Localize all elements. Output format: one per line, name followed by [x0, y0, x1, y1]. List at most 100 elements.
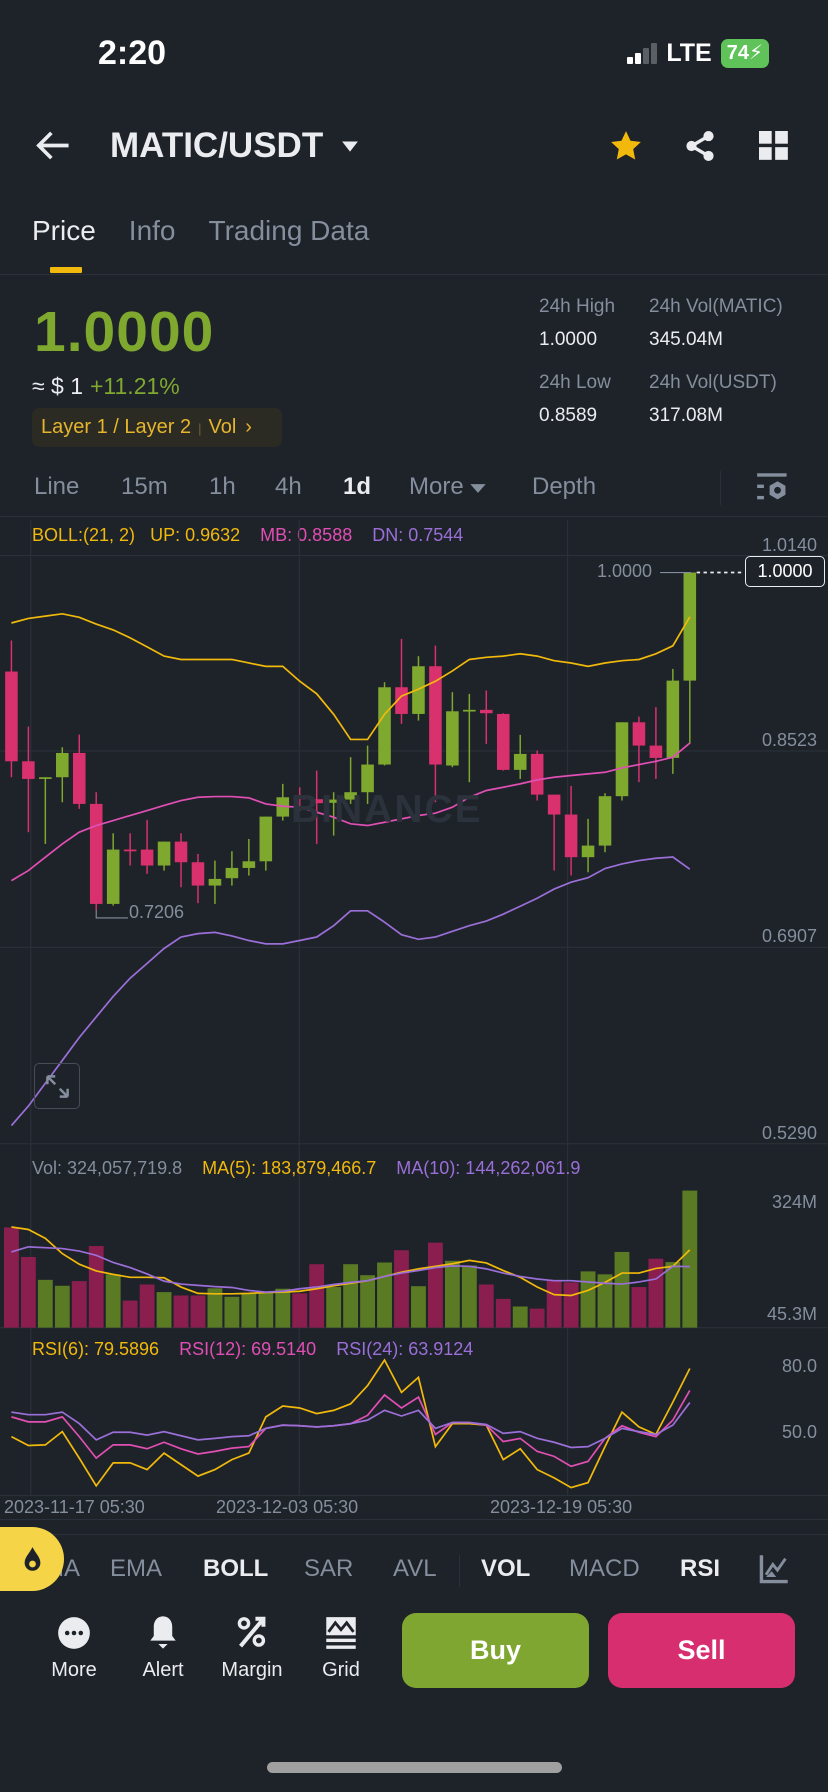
- candle-body: [530, 753, 544, 795]
- tag-vol: Vol: [208, 416, 237, 438]
- candle-body: [632, 722, 646, 746]
- candle-body: [293, 797, 307, 800]
- divider: [720, 471, 721, 505]
- high-marker-label: 1.0000: [597, 561, 653, 581]
- chart-settings-button[interactable]: [756, 471, 790, 510]
- kline-chart[interactable]: [0, 503, 828, 1531]
- boll-mb: MB: 0.8588: [260, 525, 353, 545]
- candle-body: [5, 671, 18, 762]
- divider: [0, 516, 828, 517]
- vol-axis-label: 324M: [771, 1192, 817, 1212]
- pair-selector[interactable]: MATIC/USDT: [110, 126, 359, 166]
- interval-1d[interactable]: 1d: [343, 473, 372, 500]
- indicator-ema[interactable]: EMA: [110, 1555, 163, 1582]
- volume-bar: [258, 1292, 274, 1328]
- stat-24h-vol-usdt-value: 317.08M: [649, 405, 723, 426]
- candle-body: [327, 799, 340, 803]
- usd-equivalent: ≈ $ 1: [32, 373, 83, 399]
- share-button[interactable]: [683, 129, 717, 168]
- volume-bar: [207, 1288, 223, 1328]
- grid-layout-icon: [759, 131, 788, 160]
- candle-body: [513, 753, 527, 770]
- indicator-settings-button[interactable]: [758, 1553, 790, 1590]
- candle-body: [39, 777, 52, 779]
- stat-24h-high-label: 24h High: [539, 296, 616, 317]
- volume-bar: [512, 1306, 528, 1328]
- boll-legend: BOLL:(21, 2) UP: 0.9632 MB: 0.8588 DN: 0…: [32, 525, 463, 546]
- candle-body: [666, 680, 680, 758]
- interval-depth[interactable]: Depth: [532, 473, 597, 500]
- chart-settings-icon: [757, 473, 787, 500]
- vol-ma5: MA(5): 183,879,466.7: [202, 1158, 377, 1178]
- interval-1h[interactable]: 1h: [209, 473, 236, 500]
- indicator-vol[interactable]: VOL: [481, 1555, 531, 1582]
- vol-ma10: MA(10): 144,262,061.9: [396, 1158, 581, 1178]
- status-icons: LTE 74⚡: [627, 39, 769, 68]
- candle-body: [89, 803, 103, 904]
- volume-bar: [343, 1264, 359, 1328]
- battery-level: 74: [726, 42, 749, 64]
- volume-bar: [377, 1262, 392, 1328]
- price-axis-label: 0.8523: [761, 730, 817, 750]
- stat-24h-high-value: 1.0000: [539, 329, 598, 350]
- candle-body: [208, 878, 222, 886]
- candle-body: [378, 687, 391, 765]
- rsi12-line: [11, 1389, 691, 1468]
- volume-bar: [326, 1287, 342, 1328]
- interval-15m[interactable]: 15m: [121, 473, 168, 500]
- volume-bar: [563, 1282, 579, 1328]
- candle-body: [463, 709, 476, 712]
- interval-line[interactable]: Line: [34, 473, 80, 500]
- indicator-sar[interactable]: SAR: [304, 1555, 354, 1582]
- home-indicator[interactable]: [267, 1762, 562, 1773]
- stat-24h-vol-matic-label: 24h Vol(MATIC): [649, 296, 783, 317]
- back-button[interactable]: [34, 126, 71, 170]
- stat-24h-low-label: 24h Low: [539, 372, 611, 393]
- volume-bar: [105, 1274, 121, 1328]
- caret-down-icon: [470, 484, 487, 493]
- fullscreen-button[interactable]: [34, 1063, 80, 1109]
- rsi-legend: RSI(6): 79.5896 RSI(12): 69.5140 RSI(24)…: [32, 1339, 473, 1360]
- tab-trading-data[interactable]: Trading Data: [208, 215, 370, 246]
- vol-ma10-line: [11, 1245, 690, 1293]
- indicator-avl[interactable]: AVL: [393, 1555, 437, 1582]
- candle-body: [242, 861, 256, 868]
- favorite-button[interactable]: [609, 129, 643, 168]
- active-tab-indicator: [50, 267, 82, 273]
- sell-button[interactable]: Sell: [608, 1613, 795, 1688]
- vol-axis-label: 45.3M: [766, 1304, 817, 1324]
- indicator-macd[interactable]: MACD: [569, 1555, 640, 1582]
- category-tag[interactable]: Layer 1 / Layer 2 | Vol ›: [32, 408, 282, 447]
- candle-body: [649, 745, 663, 758]
- grid-bot-icon: [326, 1616, 356, 1649]
- rsi-axis-label: 50.0: [781, 1422, 817, 1442]
- buy-button[interactable]: Buy: [402, 1613, 589, 1688]
- layout-button[interactable]: [759, 131, 789, 166]
- volume-bar: [580, 1271, 596, 1328]
- tab-info[interactable]: Info: [128, 215, 176, 246]
- interval-more[interactable]: More: [409, 473, 487, 501]
- interval-4h[interactable]: 4h: [275, 473, 302, 500]
- tab-price[interactable]: Price: [32, 215, 96, 246]
- candle-body: [581, 845, 595, 858]
- rsi12-value: RSI(12): 69.5140: [179, 1339, 317, 1359]
- percent-icon: [237, 1616, 266, 1648]
- grid-button[interactable]: Grid: [307, 1613, 375, 1682]
- divider: [459, 1555, 460, 1587]
- caret-down-icon: [342, 141, 359, 152]
- interval-more-label: More: [409, 473, 464, 500]
- candle-body: [140, 849, 154, 866]
- alert-button[interactable]: Alert: [129, 1613, 197, 1682]
- usd-price: ≈ $ 1 +11.21%: [32, 373, 180, 400]
- more-button[interactable]: More: [40, 1613, 108, 1682]
- flame-button[interactable]: [0, 1527, 64, 1591]
- indicator-rsi[interactable]: RSI: [680, 1555, 721, 1582]
- boll-mb-line: [10, 742, 691, 882]
- candle-body: [310, 799, 323, 804]
- candle-body: [496, 713, 510, 770]
- margin-button[interactable]: Margin: [218, 1613, 286, 1682]
- indicator-boll[interactable]: BOLL: [203, 1555, 269, 1582]
- arrow-left-icon: [36, 131, 69, 160]
- vol-value: Vol: 324,057,719.8: [32, 1158, 183, 1178]
- candle-body: [361, 764, 374, 793]
